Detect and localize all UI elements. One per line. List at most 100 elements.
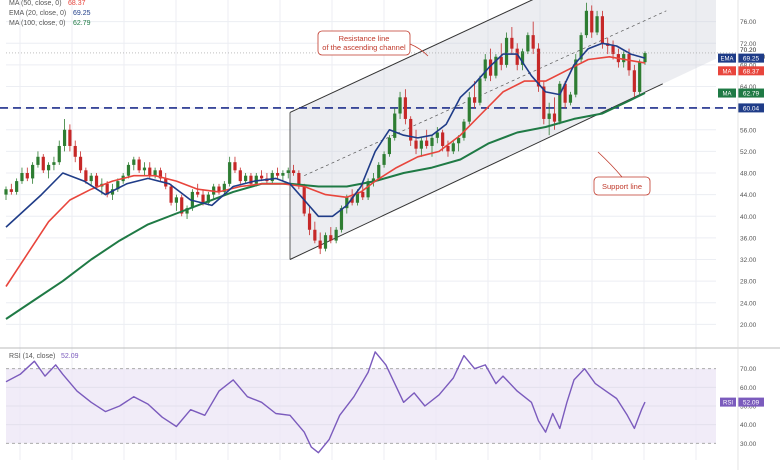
ma100-line	[5, 92, 646, 320]
candle-body	[419, 140, 423, 149]
rsi-tick-label: 40.00	[740, 422, 757, 429]
candle-body	[510, 37, 514, 49]
candle-body	[68, 129, 72, 146]
rsi-tag-label: RSI	[723, 401, 733, 407]
badge-tag-label: MA	[723, 92, 732, 98]
candle-body	[126, 164, 131, 176]
resistance-line	[289, 0, 534, 113]
candle-body	[47, 164, 51, 171]
candle-body	[185, 208, 189, 214]
candle-body	[473, 97, 477, 103]
candle-body	[110, 189, 115, 195]
rsi-tick-label: 30.00	[740, 441, 757, 448]
price-tick-label: 48.00	[740, 171, 757, 178]
legend-ma50-label: MA (50, close, 0)	[9, 0, 62, 7]
candle-body	[494, 56, 498, 76]
price-tick-label: 40.00	[740, 214, 757, 221]
candle-body	[36, 156, 40, 165]
badge-value-bg	[738, 53, 764, 63]
candle-body	[148, 167, 152, 176]
price-tick-label: 64.00	[740, 84, 757, 91]
last-price-value: 70.20	[740, 47, 757, 54]
candle-body	[323, 235, 328, 249]
candle-body	[393, 113, 397, 138]
candle-body	[377, 164, 381, 179]
candle-body	[334, 229, 338, 241]
candle-body	[9, 189, 13, 192]
candle-body	[361, 191, 365, 198]
rsi-title: RSI (14, close)	[9, 353, 55, 360]
candle-body	[132, 159, 136, 165]
candle-body	[425, 140, 429, 146]
candle-body	[62, 129, 67, 146]
candle-body	[515, 48, 519, 65]
candle-body	[574, 59, 578, 95]
candle-body	[446, 145, 450, 152]
support-label: Support line	[602, 182, 642, 191]
indicator-legend: MA (50, close, 0) 68.37 EMA (20, close, …	[9, 0, 91, 27]
candle-body	[94, 175, 99, 187]
candle-body	[41, 156, 45, 171]
candle-body	[531, 35, 535, 49]
candle-body	[254, 175, 258, 184]
price-tick-label: 76.00	[740, 19, 757, 26]
resistance-annotation: Resistance line of the ascending channel	[317, 30, 429, 57]
candle-body	[244, 175, 248, 182]
badge-value-bg	[738, 66, 764, 76]
candle-body	[584, 10, 589, 36]
legend-ma100-label: MA (100, close, 0)	[9, 20, 65, 27]
badge-tag-label: MA	[723, 69, 732, 75]
price-tick-label: 72.00	[740, 41, 757, 48]
candle-body	[116, 181, 120, 190]
legend-ema20-label: EMA (20, close, 0)	[9, 10, 66, 17]
candle-body	[350, 197, 354, 203]
badge-value: 62.79	[743, 91, 760, 98]
candle-body	[627, 54, 631, 71]
candle-body	[355, 191, 360, 203]
rsi-value: 52.09	[743, 400, 760, 407]
candle-body	[78, 156, 83, 171]
candle-body	[169, 186, 173, 203]
candle-body	[345, 197, 349, 209]
badge-value-bg	[738, 103, 764, 113]
candle-body	[25, 173, 29, 179]
candle-body	[15, 181, 19, 192]
support-arrow	[597, 151, 623, 178]
candle-body	[174, 197, 178, 203]
resistance-arrow	[409, 43, 429, 57]
candle-body	[228, 162, 232, 184]
resistance-label-line2: of the ascending channel	[322, 43, 406, 52]
rsi-line	[5, 351, 646, 454]
legend-ma100-value: 62.79	[73, 20, 91, 27]
candle-body	[387, 137, 391, 155]
price-tick-label: 24.00	[740, 300, 757, 307]
candle-body	[579, 35, 583, 60]
badge-value-bg	[738, 88, 764, 98]
candle-body	[558, 83, 562, 122]
candle-body	[371, 178, 376, 182]
rsi-value-bg	[738, 397, 764, 407]
candle-body	[435, 132, 439, 138]
candle-body	[105, 183, 109, 195]
candle-body	[552, 113, 557, 122]
price-tick-label: 68.00	[740, 62, 757, 69]
candle-body	[409, 118, 413, 141]
candle-body	[536, 48, 541, 87]
price-tick-label: 44.00	[740, 192, 757, 199]
rsi-tick-label: 50.00	[740, 404, 757, 411]
candle-body	[73, 145, 77, 157]
candle-body	[398, 97, 402, 114]
rsi-pane: 70.00 60.00 50.00 40.00 30.00 RSI 52.09	[5, 351, 764, 454]
candle-body	[31, 164, 35, 179]
ema20-line	[5, 42, 646, 228]
candle-body	[520, 51, 525, 65]
candle-body	[275, 173, 280, 176]
candle-body	[430, 137, 434, 146]
candle-body	[451, 143, 455, 152]
badge-value: 60.04	[743, 105, 760, 112]
candle-body	[233, 162, 237, 171]
candle-body	[89, 175, 93, 182]
candle-body	[329, 235, 333, 241]
